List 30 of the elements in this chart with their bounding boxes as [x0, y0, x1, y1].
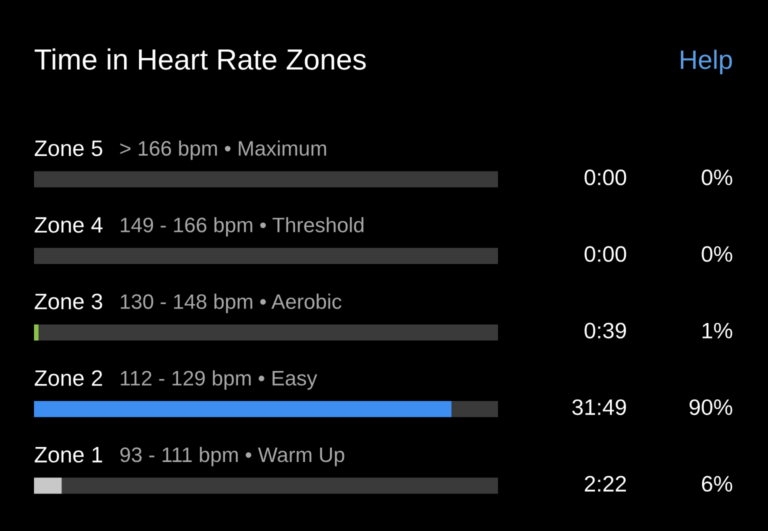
text: 2:22	[584, 476, 626, 492]
text: Help	[680, 50, 732, 74]
chart-title: Time in Heart Rate Zones	[34, 48, 366, 70]
bar	[38, 324, 498, 341]
annotation: 93 - 111 bpm • Warm Up	[120, 446, 344, 466]
data-label: 90%	[690, 399, 732, 416]
y-tick-label: Zone 4	[34, 217, 103, 233]
bar	[34, 401, 452, 418]
annotation: 112 - 129 bpm • Easy	[120, 370, 318, 390]
annotation: 130 - 148 bpm • Aerobic	[120, 294, 342, 314]
text: 31:49	[572, 399, 626, 416]
bar	[34, 324, 39, 341]
text: 0:39	[584, 322, 626, 338]
y-tick-label: Zone 3	[34, 294, 102, 310]
annotation: 149 - 166 bpm • Threshold	[120, 217, 364, 236]
data-label: 1%	[702, 322, 732, 338]
bar	[452, 401, 498, 418]
text: 0:00	[584, 170, 626, 186]
bar	[62, 478, 498, 494]
bar	[34, 248, 498, 264]
bar	[34, 478, 62, 494]
bar	[34, 171, 498, 188]
y-tick-label: Zone 1	[34, 447, 102, 463]
data-label: 0%	[702, 170, 732, 186]
y-tick-label: Zone 2	[34, 370, 102, 386]
annotation: > 166 bpm • Maximum	[120, 140, 326, 160]
data-label: 6%	[702, 476, 732, 492]
y-tick-label: Zone 5	[34, 140, 102, 156]
data-label: 0%	[702, 246, 732, 262]
text: 0:00	[584, 246, 626, 262]
